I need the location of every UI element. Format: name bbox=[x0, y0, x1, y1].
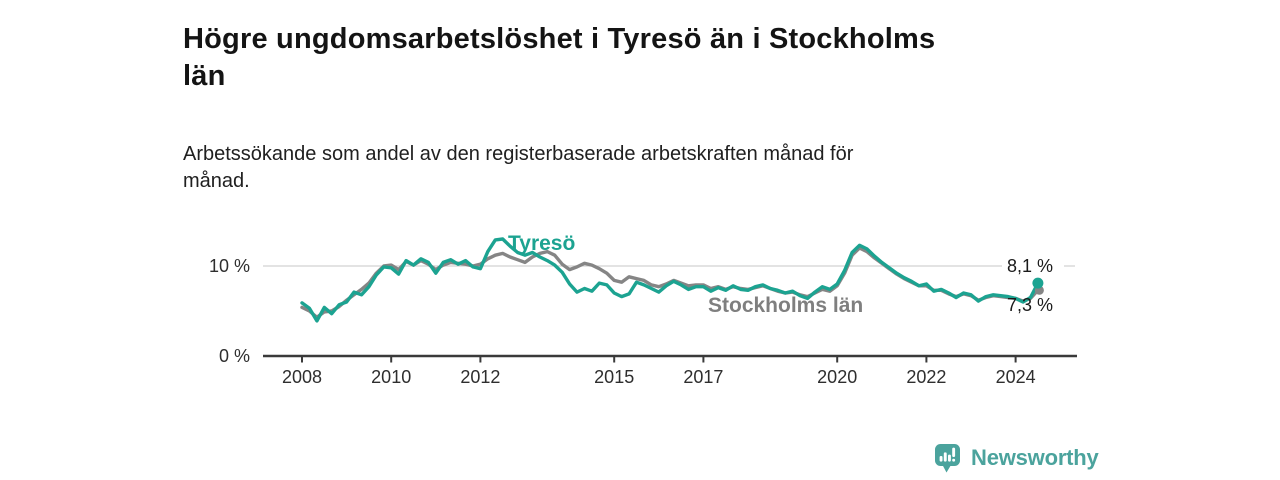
stockholm-end-value-label: 7,3 % bbox=[1007, 295, 1053, 315]
chart-subtitle: Arbetssökande som andel av den registerb… bbox=[183, 141, 1083, 195]
x-tick-label: 2022 bbox=[906, 367, 946, 387]
x-tick-label: 2017 bbox=[683, 367, 723, 387]
subtitle-line-1: Arbetssökande som andel av den registerb… bbox=[183, 143, 854, 165]
tyreso-end-value-label: 8,1 % bbox=[1007, 256, 1053, 276]
newsworthy-logo: Newsworthy bbox=[934, 443, 1099, 474]
stockholm-series-label: Stockholms län bbox=[708, 294, 863, 317]
page-title: Högre ungdomsarbetslöshet i Tyresö än i … bbox=[183, 21, 1143, 95]
x-tick-label: 2012 bbox=[460, 367, 500, 387]
end-label-backdrop bbox=[1002, 255, 1064, 276]
tyreso-series-label: Tyresö bbox=[508, 232, 575, 255]
x-axis-labels: 2008 2010 2012 2015 2017 2020 2022 2024 bbox=[282, 367, 1036, 387]
title-line-2: län bbox=[183, 60, 226, 93]
x-axis-ticks bbox=[301, 356, 1017, 363]
x-tick-label: 2010 bbox=[371, 367, 411, 387]
newsworthy-wordmark: Newsworthy bbox=[971, 444, 1099, 470]
tyreso-endpoint-dot bbox=[1032, 277, 1044, 289]
newsworthy-bubble-chart-icon bbox=[935, 444, 960, 473]
x-tick-label: 2015 bbox=[594, 367, 634, 387]
tyreso-line bbox=[300, 237, 1040, 323]
title-line-1: Högre ungdomsarbetslöshet i Tyresö än i … bbox=[183, 23, 936, 56]
subtitle-line-2: månad. bbox=[183, 169, 250, 192]
x-tick-label: 2008 bbox=[282, 367, 322, 387]
line-chart: 10 % 0 % 2008 2010 2012 2015 2017 2020 2022 202… bbox=[209, 232, 1077, 387]
y-tick-label-0: 0 % bbox=[219, 346, 250, 366]
y-tick-label-10: 10 % bbox=[209, 256, 250, 276]
x-tick-label: 2024 bbox=[996, 367, 1036, 387]
x-tick-label: 2020 bbox=[817, 367, 857, 387]
